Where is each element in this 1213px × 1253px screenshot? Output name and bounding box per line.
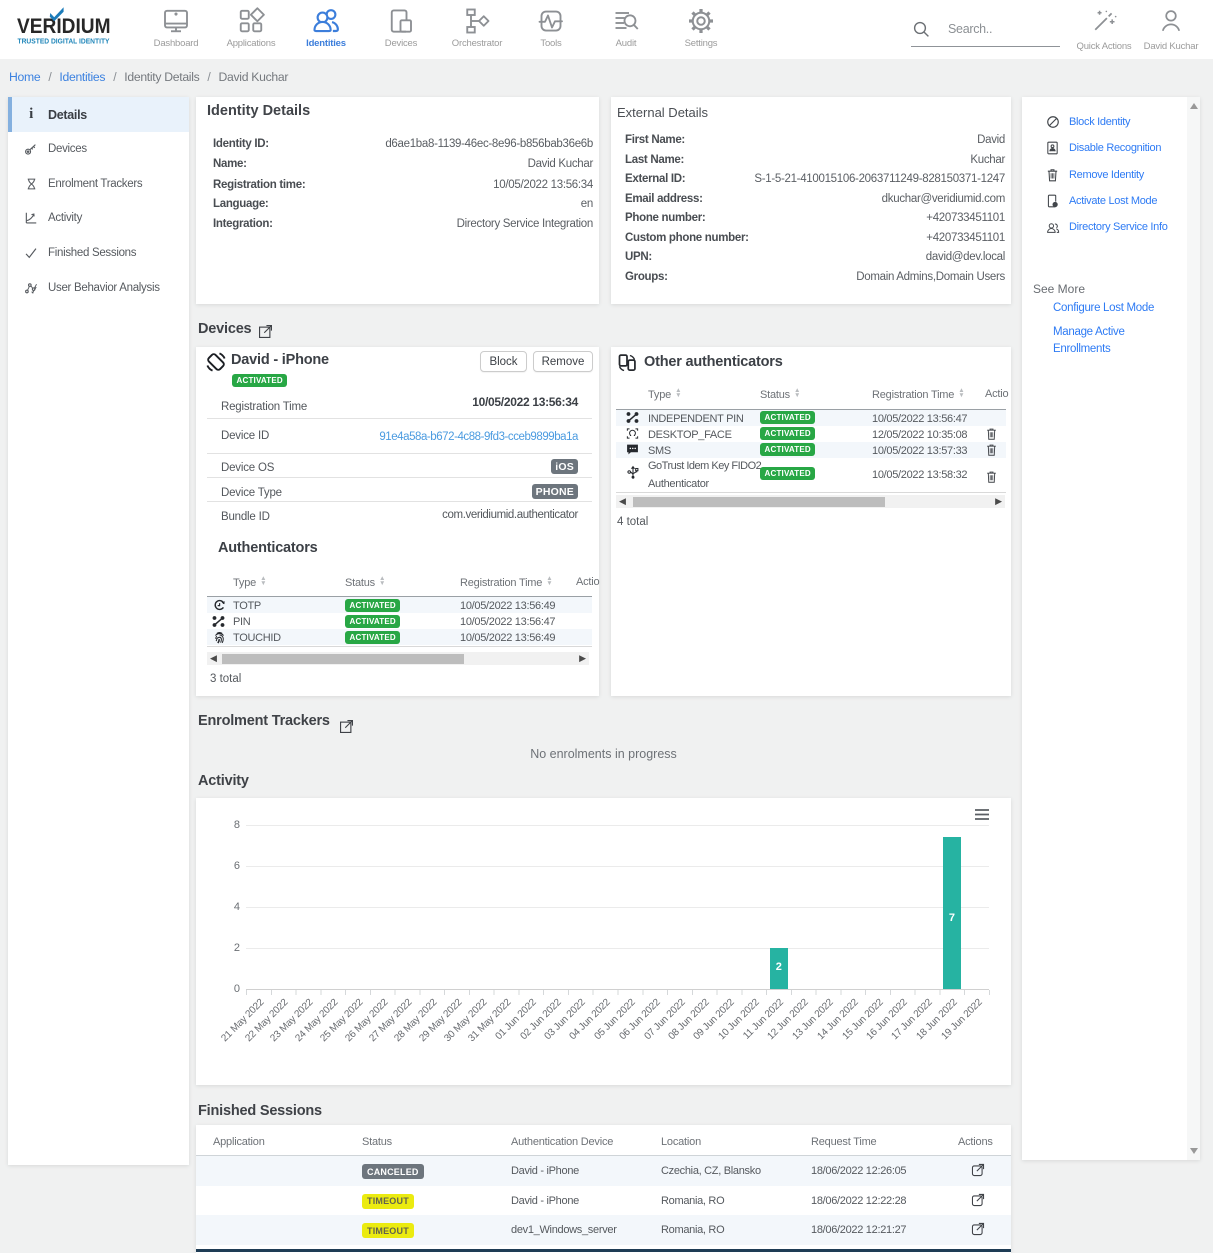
svg-text:TRUSTED DIGITAL IDENTITY: TRUSTED DIGITAL IDENTITY <box>18 37 110 46</box>
svg-text:VERIDIUM: VERIDIUM <box>17 14 111 38</box>
